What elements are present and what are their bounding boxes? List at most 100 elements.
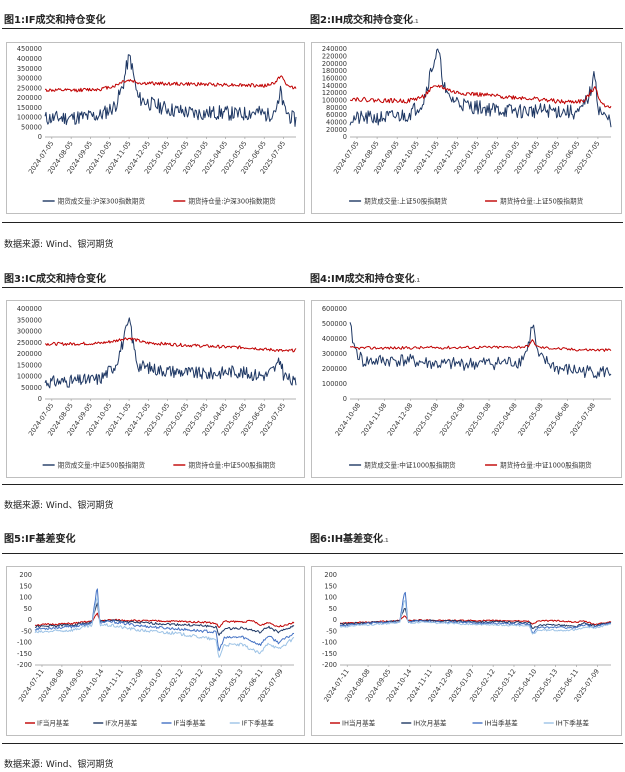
series-line-2: [339, 607, 612, 629]
legend-label: 期货持仓量:沪深300指数期货: [188, 196, 276, 205]
chart-panel-ic-volume-oi: 0 50000 100000 150000 200000 250000 300000 3500…: [6, 300, 305, 478]
y-tick-label: 0: [38, 395, 42, 403]
header-rule: [2, 287, 623, 288]
legend-label: IH当季基差: [485, 718, 519, 727]
y-tick-label: 150000: [17, 361, 42, 369]
chart-axes: -200-150-100-500501001502002024-07-11202…: [322, 571, 611, 704]
chart-legend: 期货成交量:沪深300指数期货 期货持仓量:沪深300指数期货: [42, 196, 276, 205]
y-tick-label: 350000: [17, 316, 42, 324]
series-line-1: [349, 322, 612, 379]
chart-svg-im-volume-oi: 0 100000 200000 300000 400000 500000 600000 202…: [322, 305, 612, 469]
y-tick-label: 240000: [322, 45, 347, 53]
y-tick-label: 20000: [326, 126, 347, 134]
chart-panel-im-volume-oi: 0 100000 200000 300000 400000 500000 600000 202…: [311, 300, 622, 478]
y-tick-label: 100000: [322, 380, 347, 388]
y-tick-label: -50: [326, 627, 337, 635]
y-tick-label: 150: [19, 582, 32, 590]
chart-svg-if-basis: -200-150-100-500501001502002024-07-11202…: [17, 571, 295, 727]
legend-label: IH次月基差: [413, 718, 447, 727]
figure-title-6: 图6:IH基差变化.1: [310, 534, 389, 545]
figure-title-3: 图3:IC成交和持仓变化: [4, 274, 107, 285]
figure-title-4: 图4:IM成交和持仓变化.1: [310, 274, 421, 285]
y-tick-label: 300000: [17, 328, 42, 336]
chart-legend: 期货成交量:中证500股指期货 期货持仓量:中证500股指期货: [42, 460, 276, 469]
chart-svg-ih-basis: -200-150-100-500501001502002024-07-11202…: [322, 571, 612, 727]
y-tick-label: -100: [17, 639, 32, 647]
chart-legend: 期货成交量:中证1000股指期货 期货持仓量:中证1000股指期货: [349, 460, 592, 469]
source-note-3: 数据来源: Wind、银河期货: [4, 760, 114, 770]
y-tick-label: 250000: [17, 339, 42, 347]
source-note-1: 数据来源: Wind、银河期货: [4, 240, 114, 250]
series-line-1: [44, 54, 297, 127]
y-tick-label: 600000: [322, 305, 347, 313]
y-tick-label: 0: [333, 616, 337, 624]
y-tick-label: -150: [322, 650, 337, 658]
y-tick-label: 300000: [322, 350, 347, 358]
y-tick-label: 0: [38, 133, 42, 141]
x-tick-label: 2025-03-08: [464, 402, 493, 438]
series-line-2: [44, 75, 297, 93]
legend-label: IF当季基差: [174, 718, 207, 727]
chart-legend: IF当月基差 IF次月基差 IF当季基差 IF下季基差: [25, 718, 274, 727]
y-tick-label: 150000: [17, 104, 42, 112]
legend-label: IF次月基差: [105, 718, 138, 727]
y-tick-label: 200000: [17, 94, 42, 102]
chart-svg-ic-volume-oi: 0 50000 100000 150000 200000 250000 300000 3500…: [17, 305, 297, 469]
y-tick-label: 100000: [17, 114, 42, 122]
series-line-2: [349, 339, 612, 352]
y-tick-label: -200: [17, 661, 32, 669]
y-tick-label: 200000: [322, 60, 347, 68]
source-note-2: 数据来源: Wind、银河期货: [4, 501, 114, 511]
y-tick-label: 160000: [322, 75, 347, 83]
y-tick-label: 0: [28, 616, 32, 624]
y-tick-label: 300000: [17, 75, 42, 83]
y-tick-label: -100: [322, 639, 337, 647]
chart-legend: 期货成交量:上证50股指期货 期货持仓量:上证50股指期货: [349, 196, 584, 205]
series-line-4: [339, 600, 612, 635]
x-tick-label: 2025-07-08: [569, 402, 598, 438]
legend-label: IF下季基差: [242, 718, 275, 727]
y-tick-label: 220000: [322, 53, 347, 61]
y-tick-label: 50: [24, 605, 32, 613]
y-tick-label: 100: [324, 594, 337, 602]
y-tick-label: 50000: [21, 123, 42, 131]
x-tick-label: 2025-06-08: [542, 402, 571, 438]
y-tick-label: 80000: [326, 104, 347, 112]
y-tick-label: 120000: [322, 89, 347, 97]
legend-label: 期货成交量:上证50股指期货: [364, 196, 448, 205]
chart-axes: 0500001000001500002000002500003000003500…: [17, 45, 296, 176]
series-line-1: [44, 317, 297, 389]
y-tick-label: 450000: [17, 45, 42, 53]
source-rule: [2, 222, 623, 223]
header-rule: [2, 553, 623, 554]
y-tick-label: 60000: [326, 111, 347, 119]
figure-title-2: 图2:IH成交和持仓变化.1: [310, 15, 419, 26]
source-rule: [2, 743, 623, 744]
chart-panel-if-volume-oi: 0 50000 100000 150000 200000 250000 300000 3500…: [6, 42, 305, 214]
chart-legend: IH当月基差 IH次月基差 IH当季基差 IH下季基差: [330, 718, 589, 727]
y-tick-label: 50: [329, 605, 337, 613]
y-tick-label: 400000: [17, 55, 42, 63]
y-tick-label: 0: [343, 133, 347, 141]
y-tick-label: 400000: [322, 335, 347, 343]
y-tick-label: 40000: [326, 119, 347, 127]
y-tick-label: -50: [21, 627, 32, 635]
legend-label: IF当月基差: [37, 718, 70, 727]
chart-axes: 0500001000001500002000002500003000003500…: [17, 305, 296, 438]
y-tick-label: 140000: [322, 82, 347, 90]
y-tick-label: 100000: [322, 97, 347, 105]
y-tick-label: 200000: [322, 365, 347, 373]
y-tick-label: -200: [322, 661, 337, 669]
x-tick-label: 2024-11-08: [360, 402, 389, 438]
y-tick-label: 180000: [322, 67, 347, 75]
x-tick-label: 2025-01-08: [412, 402, 441, 438]
series-line-4: [34, 596, 295, 658]
y-tick-label: 150: [324, 582, 337, 590]
series-line-2: [44, 337, 297, 353]
y-tick-label: 200000: [17, 350, 42, 358]
y-tick-label: 100000: [17, 373, 42, 381]
y-tick-label: -150: [17, 650, 32, 658]
legend-label: IH当月基差: [342, 718, 376, 727]
x-tick-label: 2025-05-08: [516, 402, 545, 438]
